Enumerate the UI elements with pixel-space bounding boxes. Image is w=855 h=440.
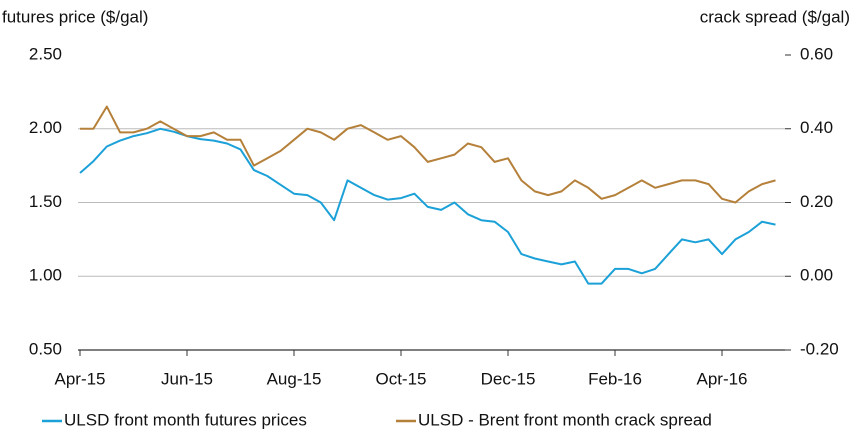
x-tick-label: Dec-15: [481, 369, 536, 388]
x-tick-label: Jun-15: [161, 369, 213, 388]
y-tick-label: 2.00: [29, 118, 62, 137]
x-tick-label: Feb-16: [588, 369, 642, 388]
y2-tick-label: 0.20: [800, 192, 833, 211]
line-series: [80, 105, 776, 204]
legend-label: ULSD - Brent front month crack spread: [418, 410, 712, 429]
y-tick-label: 1.50: [29, 192, 62, 211]
x-tick-label: Apr-15: [54, 369, 105, 388]
legend-label: ULSD front month futures prices: [64, 410, 307, 429]
y2-tick-label: 0.00: [800, 266, 833, 285]
x-tick-label: Apr-16: [696, 369, 747, 388]
y-axis-label: futures price ($/gal): [2, 7, 148, 26]
y-tick-label: 1.00: [29, 266, 62, 285]
y-tick-label: 2.50: [29, 44, 62, 63]
y-tick-label: 0.50: [29, 339, 62, 358]
line-series: [79, 127, 776, 285]
x-tick-label: Oct-15: [375, 369, 426, 388]
x-tick-label: Aug-15: [267, 369, 322, 388]
y2-tick-label: 0.40: [800, 118, 833, 137]
y2-axis-label: crack spread ($/gal): [700, 7, 850, 26]
y2-tick-label: 0.60: [800, 44, 833, 63]
y2-tick-label: -0.20: [800, 339, 839, 358]
